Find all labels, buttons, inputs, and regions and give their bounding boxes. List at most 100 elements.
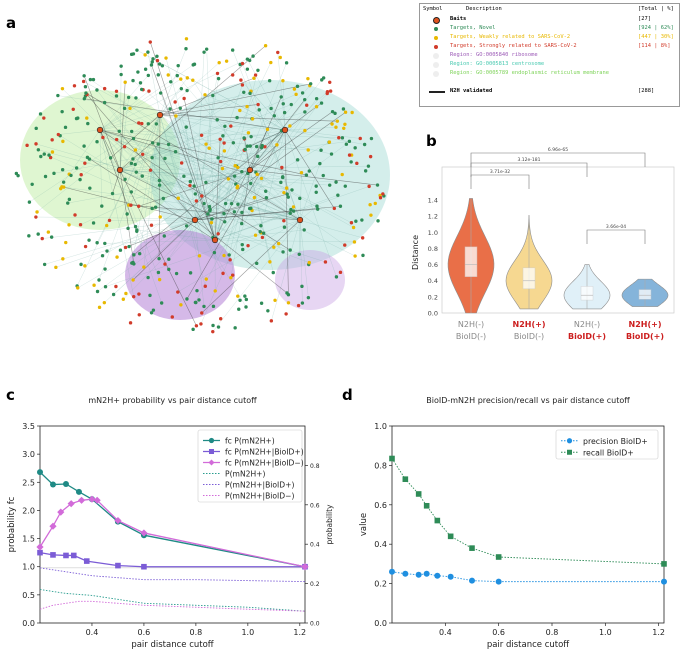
- network-node: [288, 248, 292, 252]
- data-point: [415, 571, 422, 578]
- network-node: [197, 298, 201, 302]
- network-node: [303, 110, 307, 114]
- network-node: [282, 218, 286, 223]
- network-node: [114, 137, 119, 142]
- network-node: [92, 283, 96, 287]
- network-node: [237, 307, 241, 311]
- network-edge: [194, 219, 247, 308]
- network-node: [268, 260, 272, 264]
- network-node: [179, 86, 184, 91]
- network-edge: [230, 125, 286, 131]
- y-right-tick-label: 0.4: [310, 542, 320, 549]
- network-node: [67, 223, 71, 227]
- network-node: [315, 204, 319, 208]
- legend-marker: [209, 449, 214, 454]
- network-node: [133, 148, 138, 152]
- y-tick-label: 1.4: [428, 197, 438, 205]
- network-node: [137, 292, 141, 296]
- network-node: [199, 322, 203, 326]
- network-node: [224, 59, 229, 63]
- network-node: [330, 122, 334, 126]
- network-node: [127, 244, 131, 249]
- network-node: [363, 169, 368, 173]
- network-node: [150, 155, 154, 160]
- network-edge: [99, 129, 284, 193]
- network-edge: [232, 50, 301, 221]
- network-node: [103, 267, 107, 271]
- network-edge: [62, 88, 196, 221]
- network-node: [36, 232, 40, 236]
- network-node: [341, 107, 346, 111]
- network-node: [143, 53, 147, 57]
- network-node: [97, 278, 101, 282]
- data-point: [495, 578, 502, 585]
- data-point: [62, 480, 69, 487]
- y-tick-label: 1.5: [22, 535, 35, 544]
- network-edge: [119, 169, 264, 234]
- network-node: [325, 91, 329, 96]
- network-node: [246, 131, 251, 135]
- network-edge: [119, 80, 270, 171]
- legend-row: Targets, Strongly related to SARS-CoV-2 […: [420, 43, 679, 52]
- network-edge: [58, 129, 101, 135]
- legend-header-symbol: Symbol: [423, 6, 443, 12]
- y-right-tick-label: 0.0: [310, 621, 320, 628]
- network-node: [176, 290, 180, 294]
- series-line: [39, 498, 306, 568]
- network-node: [62, 185, 66, 189]
- network-node: [54, 265, 58, 270]
- network-node: [229, 124, 233, 128]
- network-node: [321, 173, 325, 178]
- network-node: [46, 230, 51, 234]
- network-edge: [55, 219, 196, 268]
- network-node: [269, 106, 273, 111]
- y-tick-label: 0.0: [428, 310, 438, 318]
- x-axis-label: pair distance cutoff: [487, 640, 570, 649]
- x-tick-label: 0.6: [492, 628, 505, 637]
- network-node: [191, 327, 195, 332]
- x-tick-label: 1.2: [652, 628, 665, 637]
- network-node: [59, 186, 63, 191]
- network-node: [323, 260, 328, 264]
- network-node: [42, 116, 46, 120]
- network-node: [157, 62, 162, 66]
- series-line: [39, 589, 306, 612]
- network-node: [230, 73, 235, 77]
- network-node: [206, 212, 210, 216]
- data-point: [469, 577, 475, 584]
- network-node: [148, 40, 152, 44]
- network-node: [159, 301, 164, 305]
- network-node: [281, 102, 285, 106]
- network-node: [67, 197, 72, 202]
- network-edge: [159, 77, 255, 116]
- network-node: [263, 43, 268, 48]
- network-node: [157, 256, 161, 261]
- y-tick-label: 1.0: [428, 229, 438, 237]
- network-node: [138, 251, 142, 256]
- network-node: [263, 145, 267, 149]
- network-node: [354, 219, 358, 223]
- network-edge: [99, 129, 242, 172]
- network-edge: [99, 129, 243, 245]
- network-node: [179, 303, 183, 307]
- network-node: [284, 312, 288, 316]
- network-node: [129, 203, 133, 207]
- network-edge: [119, 66, 122, 171]
- bait-node: [281, 126, 289, 134]
- network-node: [320, 78, 324, 82]
- network-node: [149, 223, 154, 227]
- network-node: [158, 215, 162, 219]
- network-node: [215, 71, 220, 76]
- network-node: [256, 154, 260, 159]
- y-tick-label: 1.2: [428, 213, 438, 221]
- network-node: [197, 254, 202, 258]
- network-node: [229, 201, 234, 206]
- network-node: [343, 110, 348, 114]
- network-node: [66, 201, 70, 205]
- network-node: [173, 100, 177, 104]
- y-tick-label: 0.2: [374, 580, 387, 589]
- network-node: [216, 232, 220, 236]
- data-point: [402, 476, 409, 482]
- network-node: [195, 288, 199, 293]
- y-right-tick-label: 0.2: [310, 581, 320, 588]
